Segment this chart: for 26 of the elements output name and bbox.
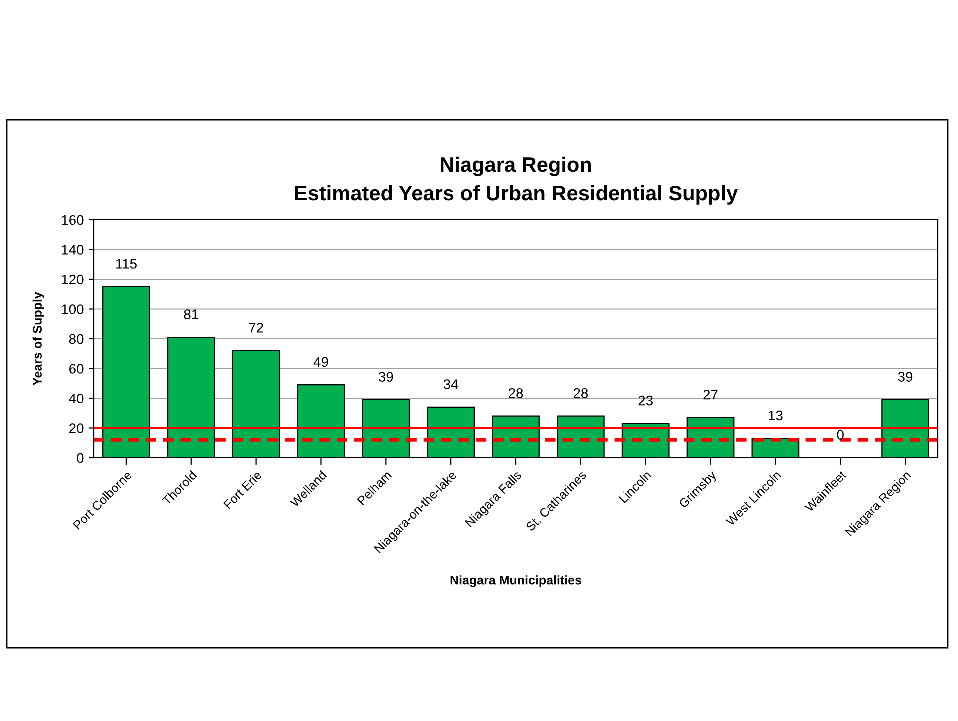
data-label: 28	[574, 388, 588, 398]
data-label: 0	[837, 430, 844, 440]
chart-title: Niagara Region Estimated Years of Urban Residential Supply	[295, 156, 738, 205]
data-label: 13	[769, 410, 783, 421]
y-tick-label: 160	[62, 215, 84, 226]
y-tick-label: 120	[62, 274, 84, 285]
y-tick-label: 0	[77, 453, 84, 464]
data-label: 28	[508, 388, 524, 398]
data-label: 39	[378, 372, 394, 382]
data-label: 115	[116, 259, 137, 269]
y-tick-label: 20	[70, 424, 84, 434]
data-label: 49	[314, 357, 328, 368]
data-label: 27	[704, 390, 718, 400]
y-axis-title: Years of Supply	[32, 292, 44, 386]
y-tick-label: 100	[62, 304, 84, 314]
data-label: 81	[184, 310, 198, 320]
data-label: 39	[898, 372, 913, 382]
data-label: 34	[444, 380, 458, 390]
y-tick-label: 80	[69, 334, 84, 344]
x-tick-label: Fort Erie	[223, 470, 262, 510]
x-axis-title: Niagara Municipalities	[450, 576, 582, 588]
data-label: 23	[638, 396, 653, 406]
y-tick-label: 60	[70, 364, 84, 374]
y-tick-label: 40	[69, 394, 84, 404]
data-label: 72	[249, 323, 264, 333]
y-tick-label: 140	[62, 245, 84, 255]
